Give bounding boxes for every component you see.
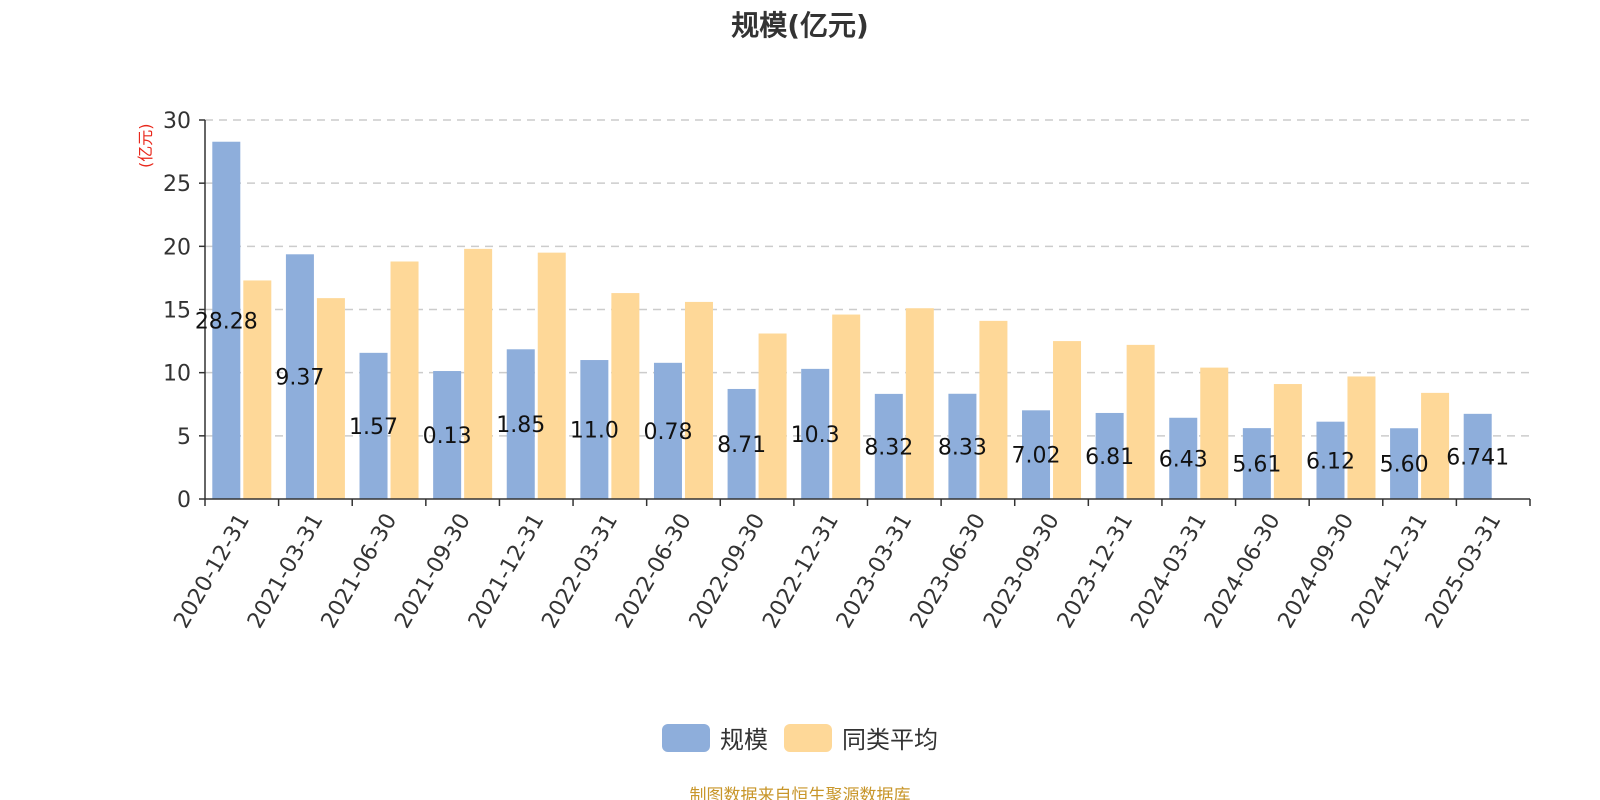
bar-avg[interactable] bbox=[243, 280, 272, 499]
legend-item-scale[interactable]: 规模 bbox=[662, 720, 768, 755]
bar-scale[interactable] bbox=[801, 368, 830, 499]
x-tick-label: 2021-09-30 bbox=[390, 510, 476, 633]
x-tick-label: 2024-03-31 bbox=[1126, 510, 1212, 633]
bar-avg[interactable] bbox=[1126, 344, 1155, 499]
bar-avg[interactable] bbox=[979, 320, 1008, 499]
bar-avg[interactable] bbox=[1053, 341, 1082, 499]
bar-chart: 0 5 10 15 20 25 30 28.28 2020-12-31 9.37 2021-03-3… bbox=[163, 109, 1531, 633]
chart-title: 规模(亿元) bbox=[731, 9, 869, 42]
bar-data-label: 6.81 bbox=[1085, 445, 1134, 470]
x-tick-label: 2024-09-30 bbox=[1274, 510, 1360, 633]
x-tick-label: 2022-03-31 bbox=[537, 510, 623, 633]
bar-avg[interactable] bbox=[758, 333, 787, 499]
bar-avg[interactable] bbox=[1200, 367, 1229, 499]
bar-scale[interactable] bbox=[874, 393, 903, 499]
bar-data-label: 5.60 bbox=[1380, 453, 1429, 478]
bar-scale[interactable] bbox=[948, 393, 977, 499]
bar-avg[interactable] bbox=[684, 301, 713, 499]
x-tick-label: 2023-12-31 bbox=[1053, 510, 1139, 633]
bar-scale[interactable] bbox=[212, 141, 241, 499]
x-tick-label: 2023-03-31 bbox=[832, 510, 918, 633]
bar-scale[interactable] bbox=[1316, 421, 1345, 499]
bar-data-label: 6.741 bbox=[1446, 445, 1509, 470]
y-tick-label: 30 bbox=[163, 109, 191, 134]
y-tick-label: 25 bbox=[163, 172, 191, 197]
bar-scale[interactable] bbox=[1169, 417, 1198, 499]
bar-scale[interactable] bbox=[1095, 412, 1124, 499]
x-tick-label: 2023-06-30 bbox=[906, 510, 992, 633]
bar-scale[interactable] bbox=[1390, 428, 1419, 499]
bar-data-label: 1.85 bbox=[496, 413, 545, 438]
y-tick-label: 15 bbox=[163, 299, 191, 324]
y-tick-label: 10 bbox=[163, 362, 191, 387]
x-tick-label: 2022-12-31 bbox=[758, 510, 844, 633]
x-tick-label: 2020-12-31 bbox=[169, 510, 255, 633]
x-tick-label: 2021-12-31 bbox=[464, 510, 550, 633]
x-tick-label: 2024-12-31 bbox=[1347, 510, 1433, 633]
y-tick-label: 0 bbox=[177, 488, 191, 513]
bar-avg[interactable] bbox=[611, 293, 640, 499]
bar-scale[interactable] bbox=[359, 352, 388, 499]
y-tick-label: 20 bbox=[163, 235, 191, 260]
bar-data-label: 8.32 bbox=[864, 435, 913, 460]
source-note: 制图数据来自恒生聚源数据库 bbox=[689, 786, 911, 800]
bar-avg[interactable] bbox=[316, 298, 345, 499]
bar-avg[interactable] bbox=[832, 314, 861, 499]
bar-avg[interactable] bbox=[464, 248, 493, 499]
bar-avg[interactable] bbox=[1421, 392, 1450, 499]
x-tick-label: 2021-03-31 bbox=[243, 510, 329, 633]
bar-data-label: 0.78 bbox=[643, 420, 692, 445]
bar-scale[interactable] bbox=[1022, 410, 1051, 499]
legend-swatch-scale bbox=[662, 723, 710, 752]
bar-scale[interactable] bbox=[580, 360, 609, 499]
bar-avg[interactable] bbox=[390, 261, 419, 499]
bar-data-label: 6.12 bbox=[1306, 449, 1355, 474]
bar-avg[interactable] bbox=[905, 308, 934, 499]
y-tick-label: 5 bbox=[177, 425, 191, 450]
x-tick-label: 2022-09-30 bbox=[685, 510, 771, 633]
x-tick-label: 2021-06-30 bbox=[317, 510, 403, 633]
bar-avg[interactable] bbox=[1273, 384, 1302, 499]
bar-scale[interactable] bbox=[433, 371, 462, 499]
legend-label-scale: 规模 bbox=[720, 726, 768, 754]
bar-data-label: 8.33 bbox=[938, 435, 987, 460]
bar-data-label: 1.57 bbox=[349, 415, 398, 440]
bar-scale[interactable] bbox=[653, 362, 682, 499]
x-tick-label: 2022-06-30 bbox=[611, 510, 697, 633]
bar-data-label: 11.0 bbox=[570, 419, 619, 444]
bar-avg[interactable] bbox=[537, 252, 566, 499]
bar-data-label: 9.37 bbox=[275, 366, 324, 391]
bar-scale[interactable] bbox=[727, 388, 756, 499]
bar-data-label: 6.43 bbox=[1159, 447, 1208, 472]
x-tick-label: 2023-09-30 bbox=[979, 510, 1065, 633]
legend-label-avg: 同类平均 bbox=[842, 726, 938, 754]
legend-item-avg[interactable]: 同类平均 bbox=[784, 720, 938, 755]
legend-swatch-avg bbox=[784, 723, 832, 752]
bar-data-label: 0.13 bbox=[423, 424, 472, 449]
chart-legend: 规模 同类平均 bbox=[0, 720, 1600, 755]
bar-scale[interactable] bbox=[1242, 428, 1271, 499]
x-tick-label: 2025-03-31 bbox=[1421, 510, 1507, 633]
bar-scale[interactable] bbox=[285, 254, 314, 499]
bar-data-label: 5.61 bbox=[1232, 453, 1281, 478]
bar-scale[interactable] bbox=[1463, 413, 1492, 499]
bar-data-label: 7.02 bbox=[1012, 444, 1061, 469]
bar-data-label: 10.3 bbox=[791, 423, 840, 448]
x-tick-label: 2024-06-30 bbox=[1200, 510, 1286, 633]
bar-data-label: 28.28 bbox=[195, 309, 258, 334]
bar-avg[interactable] bbox=[1347, 376, 1376, 499]
bar-scale[interactable] bbox=[506, 349, 535, 499]
bar-data-label: 8.71 bbox=[717, 433, 766, 458]
